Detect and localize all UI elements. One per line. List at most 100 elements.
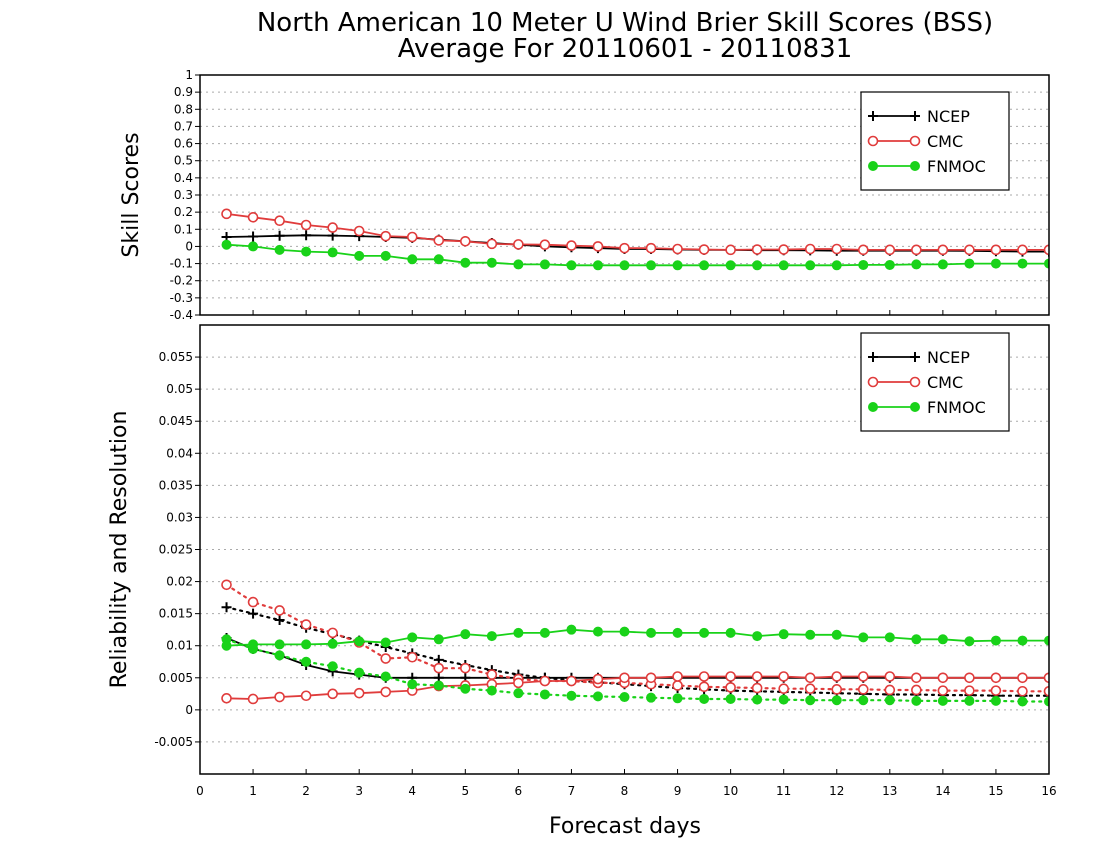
legend-cmc-label: CMC [927, 132, 963, 151]
chart-title-line-1: North American 10 Meter U Wind Brier Ski… [257, 8, 993, 38]
series-cmc-point [672, 671, 683, 682]
series-cmc-point [672, 243, 683, 255]
series-cmc-point [327, 222, 338, 233]
series-cmc-line [226, 213, 1049, 251]
series-fnmoc-point [831, 629, 842, 640]
panel-2-y-axis-label: Reliability and Resolution [107, 411, 132, 689]
series-cmc-point [221, 579, 232, 591]
series-fnmoc-point [433, 634, 444, 645]
series-cmc-point [619, 242, 630, 254]
x-tick-label: 12 [829, 784, 844, 798]
series-fnmoc-point [911, 695, 922, 706]
series-cmc-point [486, 669, 498, 680]
series-fnmoc-point [990, 258, 1001, 269]
panel-1-y-tick-label: 0.1 [174, 222, 193, 236]
series-fnmoc-point [884, 695, 895, 706]
series-cmc-point [1043, 244, 1049, 256]
series-cmc-point [725, 682, 736, 693]
series-fnmoc-point [407, 679, 418, 690]
series-cmc-point [725, 671, 736, 682]
series-fnmoc-point [301, 246, 312, 257]
series-cmc-point [513, 677, 524, 689]
series-cmc-point [300, 619, 312, 630]
series-fnmoc-line [225, 638, 1049, 703]
series-ncep-point [274, 615, 285, 626]
series-cmc-point [327, 688, 338, 700]
series-cmc-point [274, 691, 285, 703]
legend-ncep-marker [868, 111, 878, 121]
series-cmc-point [645, 672, 657, 684]
series-cmc-point [353, 225, 365, 237]
series-cmc-point [804, 243, 816, 255]
series-cmc-point [380, 653, 392, 664]
series-cmc-point [221, 208, 232, 220]
series-cmc-point [433, 662, 445, 674]
series-cmc-point [937, 685, 949, 696]
series-cmc-point [353, 687, 365, 699]
series-cmc-point [804, 672, 816, 684]
series-fnmoc-point [858, 259, 869, 270]
series-fnmoc-point [831, 695, 842, 706]
series-fnmoc-point [274, 244, 285, 255]
series-fnmoc-point [699, 693, 710, 704]
series-fnmoc-point [990, 695, 1001, 706]
series-cmc-point [566, 240, 577, 251]
series-cmc-point [884, 684, 896, 696]
series-cmc-point [857, 244, 869, 256]
series-fnmoc-point [1017, 696, 1028, 707]
series-cmc-point [300, 219, 312, 231]
panel-2-y-tick-label: 0.025 [159, 543, 193, 557]
plot-area: 1 0.9 0.8 0.7 0.6 0.5 0.4 0.3 0.2 0.1 0 -0.1 -0.2 -0.… [107, 68, 1057, 798]
legend-fnmoc-marker [910, 161, 920, 171]
series-ncep-line [225, 606, 1049, 697]
series-cmc-point [990, 672, 1002, 684]
series-fnmoc-point [407, 632, 418, 643]
series-cmc-point [486, 238, 498, 250]
series-cmc-point [698, 244, 710, 255]
series-cmc-point [778, 671, 789, 682]
series-fnmoc-point [566, 690, 577, 701]
series-cmc-point [327, 627, 338, 639]
series-fnmoc-point [433, 680, 444, 691]
series-fnmoc-point [778, 629, 789, 640]
series-cmc-point [645, 242, 657, 254]
series-fnmoc-point [354, 250, 365, 261]
x-tick-label: 15 [988, 784, 1003, 798]
x-axis-label: Forecast days [549, 814, 701, 839]
series-cmc-point [300, 690, 312, 702]
series-cmc-point [221, 693, 232, 704]
series-cmc-point [804, 683, 816, 694]
series-cmc-point [592, 241, 604, 252]
series-cmc-point [751, 244, 763, 255]
x-tick-label: 0 [196, 784, 204, 798]
series-fnmoc-point [672, 693, 683, 704]
chart-title-line-2: Average For 20110601 - 20110831 [398, 34, 853, 64]
series-fnmoc-point [858, 632, 869, 643]
series-cmc-point [592, 673, 604, 685]
series-fnmoc-point [513, 688, 524, 699]
series-cmc-point [539, 239, 551, 251]
series-fnmoc-point [380, 671, 391, 682]
panel-2-y-tick-label: 0.05 [166, 382, 193, 396]
legend-cmc-marker [867, 135, 879, 147]
panel-1-y-tick-label: 0.4 [174, 171, 193, 185]
series-cmc-point [1017, 244, 1028, 256]
panel-1-y-axis-label: Skill Scores [119, 132, 144, 257]
x-axis-tick-labels: 0 1 2 3 4 5 6 7 8 9 10 11 12 13 14 15 16 [196, 784, 1056, 798]
series-fnmoc-point [592, 260, 603, 271]
series-fnmoc-point [672, 260, 683, 271]
panel-2-y-tick-label: 0.02 [166, 575, 193, 589]
series-cmc-point [698, 671, 710, 682]
series-cmc-point [725, 244, 736, 256]
series-cmc [221, 208, 1049, 256]
series-fnmoc-point [1017, 258, 1028, 269]
legend-ncep-marker [910, 352, 920, 362]
series-ncep-point [248, 608, 259, 619]
x-tick-label: 4 [408, 784, 416, 798]
series-cmc-point [566, 675, 577, 687]
series-cmc-point [831, 243, 843, 255]
series-fnmoc-point [831, 260, 842, 271]
x-tick-label: 14 [935, 784, 950, 798]
series-fnmoc-point [619, 626, 630, 637]
